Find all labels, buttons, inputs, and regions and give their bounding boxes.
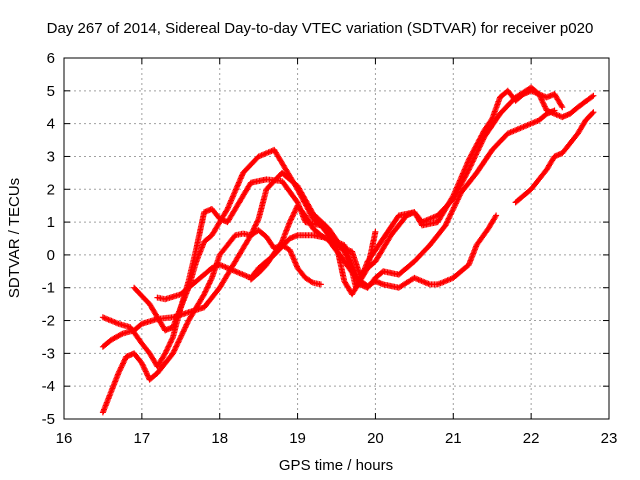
y-tick-label: 3 <box>47 148 55 165</box>
y-tick-label: -2 <box>42 313 55 330</box>
data-point-marker <box>372 228 379 235</box>
data-point-marker <box>540 93 547 100</box>
y-axis-label: SDTVAR / TECUs <box>6 178 23 298</box>
x-tick-label: 16 <box>56 430 73 447</box>
y-tick-label: -5 <box>42 411 55 428</box>
y-tick-label: 2 <box>47 181 55 198</box>
y-tick-label: -4 <box>42 378 55 395</box>
x-tick-label: 17 <box>134 430 151 447</box>
x-tick-label: 18 <box>211 430 228 447</box>
data-point-marker <box>558 102 565 109</box>
data-point-marker <box>291 209 298 216</box>
y-tick-label: 5 <box>47 83 55 100</box>
y-tick-label: -1 <box>42 280 55 297</box>
x-axis-label: GPS time / hours <box>279 457 393 474</box>
data-point-marker <box>542 104 549 111</box>
data-point-marker <box>317 281 324 288</box>
y-tick-label: -3 <box>42 345 55 362</box>
data-point-marker <box>546 93 553 100</box>
data-point-marker <box>177 335 184 342</box>
data-point-marker <box>118 363 125 370</box>
data-point-marker <box>493 212 500 219</box>
plot-frame <box>63 57 610 420</box>
data-point-marker <box>590 92 597 99</box>
x-tick-label: 22 <box>523 430 540 447</box>
data-point-marker <box>167 339 174 346</box>
y-tick-label: 1 <box>47 214 55 231</box>
y-tick-labels: -5 -4 -3 -2 -1 0 1 2 3 4 5 6 <box>42 50 55 428</box>
data-point-marker <box>254 218 261 225</box>
series-track-7 <box>512 109 597 206</box>
data-point-marker <box>173 343 180 350</box>
data-point-marker <box>163 347 170 354</box>
y-tick-label: 6 <box>47 50 55 67</box>
data-point-marker <box>589 110 596 117</box>
data-point-marker <box>551 107 558 114</box>
data-point-marker <box>449 207 456 214</box>
x-tick-label: 23 <box>601 430 618 447</box>
series-track-4 <box>131 87 566 334</box>
x-tick-label: 19 <box>289 430 306 447</box>
data-point-marker <box>589 93 596 100</box>
data-point-marker <box>528 120 535 127</box>
data-point-marker <box>203 285 210 292</box>
data-point-marker <box>118 331 125 338</box>
x-tick-label: 21 <box>445 430 462 447</box>
data-point-marker <box>590 109 597 116</box>
data-point-marker <box>183 321 190 328</box>
data-point-marker <box>181 327 187 334</box>
y-tick-label: 4 <box>47 116 55 133</box>
data-point-marker <box>492 213 499 220</box>
x-tick-label: 20 <box>367 430 384 447</box>
data-point-marker <box>121 357 128 364</box>
data-point-marker <box>445 215 452 222</box>
x-tick-labels: 16 17 18 19 20 21 22 23 <box>56 430 618 447</box>
data-point-marker <box>559 104 566 111</box>
y-tick-label: 0 <box>47 247 55 264</box>
data-point-marker <box>308 279 315 285</box>
data-point-marker <box>139 361 146 368</box>
data-series <box>99 84 597 416</box>
data-point-marker <box>539 99 546 106</box>
series-track-6 <box>247 202 500 291</box>
data-point-marker <box>453 199 460 206</box>
chart-title: Day 267 of 2014, Sidereal Day-to-day VTE… <box>47 20 594 37</box>
data-point-marker <box>287 217 294 224</box>
